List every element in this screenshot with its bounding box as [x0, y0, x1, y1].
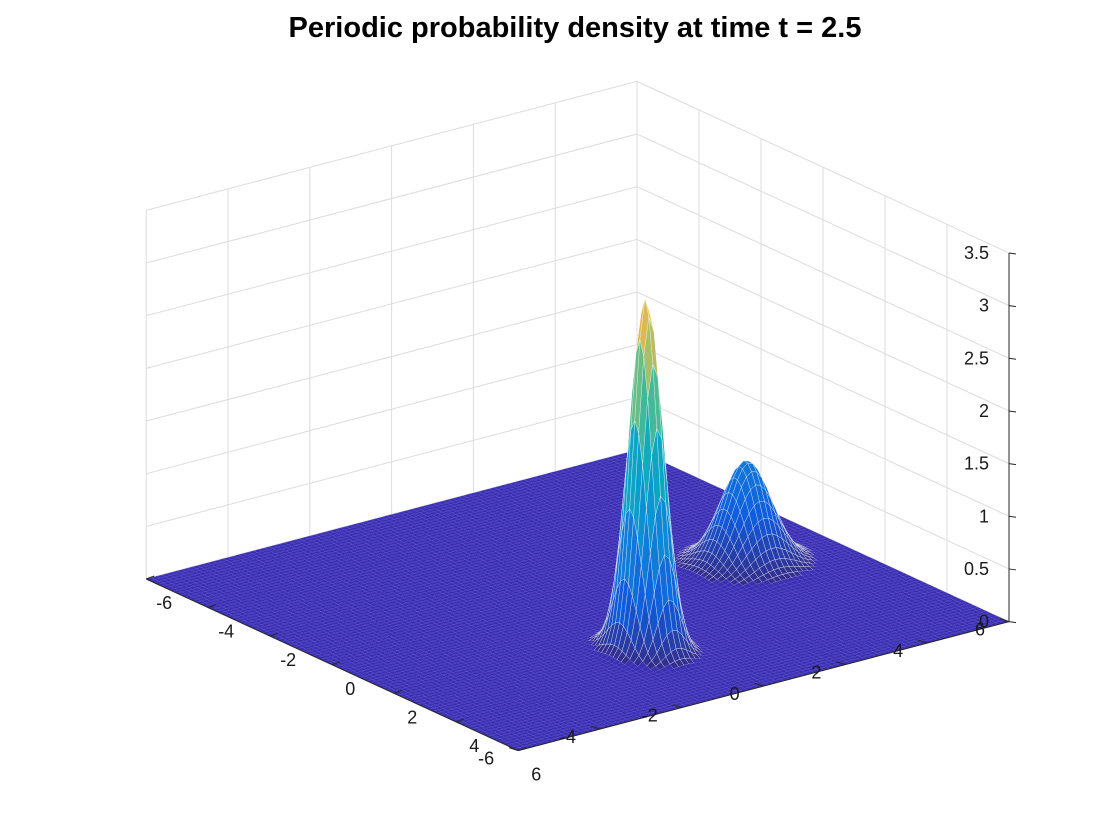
grid-line: [146, 238, 638, 369]
grid-line: [146, 396, 638, 527]
grid-line: [146, 80, 638, 211]
grid-line: [636, 396, 1010, 570]
surface-mesh: [145, 297, 1010, 751]
grid-line: [146, 291, 638, 422]
grid-line: [636, 344, 1010, 517]
grid-line: [636, 186, 1010, 359]
grid-line: [636, 133, 1010, 307]
chart-title: Periodic probability density at time t =…: [289, 12, 862, 44]
grid-line: [636, 80, 1010, 254]
grid-line: [636, 238, 1010, 412]
grid-line: [146, 133, 638, 264]
grid-line: [146, 344, 638, 475]
grid-line: [146, 186, 638, 317]
grid-line: [636, 291, 1010, 465]
